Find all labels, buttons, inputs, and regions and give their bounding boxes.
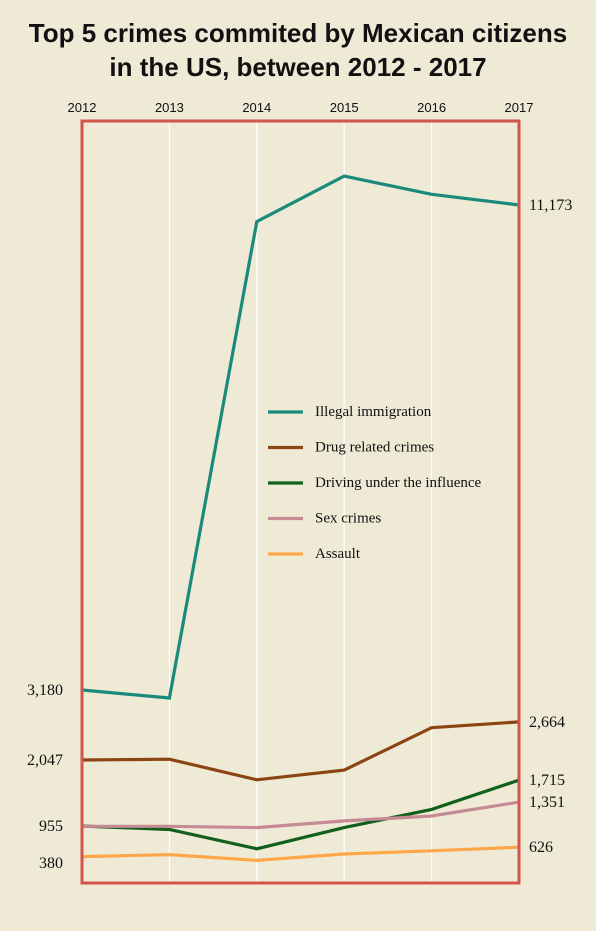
series-line-drug-related-crimes	[81, 720, 520, 782]
end-label-4: 626	[529, 839, 553, 856]
end-label-2: 1,715	[529, 772, 565, 789]
legend-label-1: Drug related crimes	[315, 440, 434, 456]
chart-title: Top 5 crimes commited by Mexican citizen…	[0, 16, 596, 84]
legend-label-4: Assault	[315, 546, 361, 562]
series-line-sex-crimes	[82, 800, 520, 830]
legend-label-0: Illegal immigration	[315, 404, 432, 420]
legend-label-2: Driving under the influence	[315, 475, 482, 491]
x-tick-label-2017: 2017	[505, 100, 534, 115]
x-tick-label-2015: 2015	[330, 100, 359, 115]
plot-frame	[80, 119, 521, 885]
legend-label-3: Sex crimes	[315, 511, 381, 527]
series-line-driving-under-the-influence	[81, 778, 520, 851]
start-label-0: 3,180	[27, 682, 63, 699]
end-label-0: 11,173	[529, 197, 572, 214]
chart-title-line-2: in the US, between 2012 - 2017	[109, 52, 487, 82]
x-tick-label-2012: 2012	[68, 100, 97, 115]
start-label-3: 380	[39, 855, 63, 872]
start-label-2: 955	[39, 818, 63, 835]
end-label-1: 2,664	[529, 714, 565, 731]
x-tick-label-2014: 2014	[242, 100, 271, 115]
chart-title-line-1: Top 5 crimes commited by Mexican citizen…	[28, 18, 568, 48]
x-tick-label-2016: 2016	[417, 100, 446, 115]
series-line-illegal-immigration	[81, 174, 520, 700]
end-label-3: 1,351	[529, 794, 565, 811]
x-tick-label-2013: 2013	[155, 100, 184, 115]
start-label-1: 2,047	[27, 752, 63, 769]
series-line-assault	[81, 845, 520, 863]
